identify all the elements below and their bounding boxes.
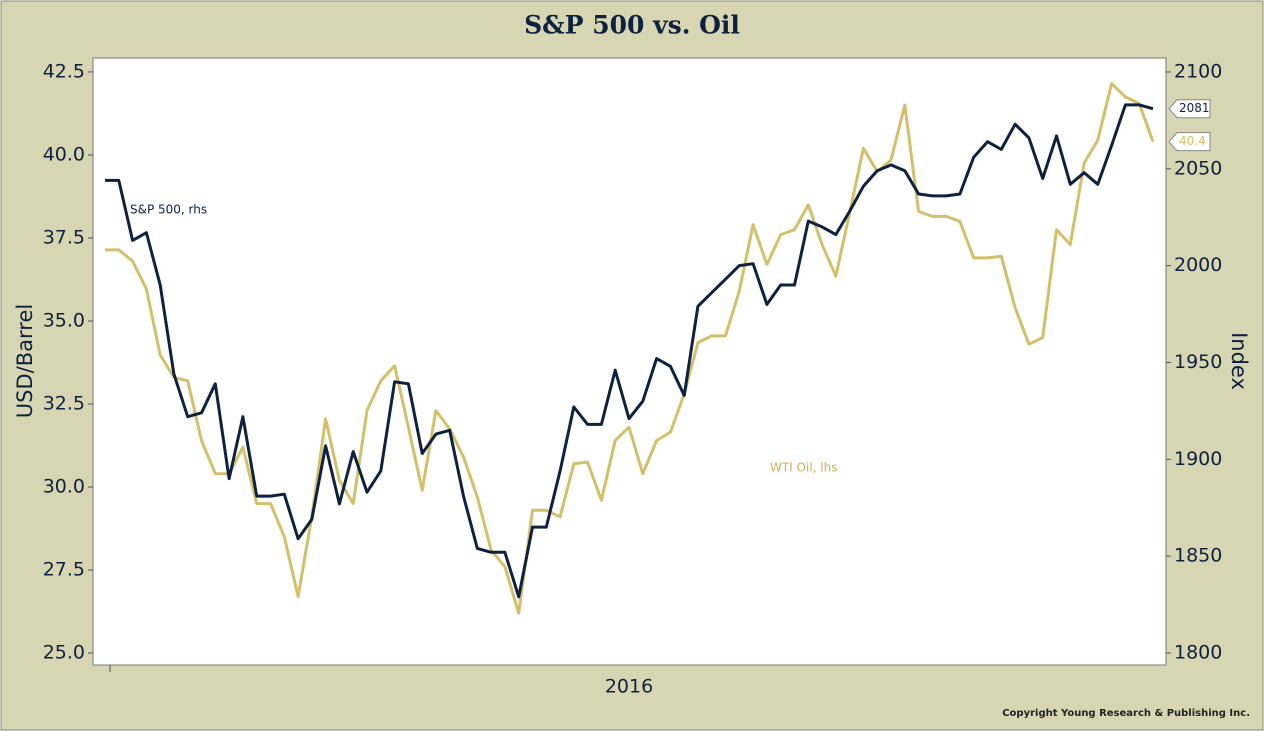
y-tick-label: 37.5 — [43, 226, 85, 248]
series-line — [105, 103, 1154, 599]
y2-axis-label: Index — [1227, 332, 1251, 390]
y-tick-label: 42.5 — [43, 60, 85, 82]
end-flag — [1168, 132, 1211, 152]
y2-tick-label: 1950 — [1174, 351, 1222, 373]
y2-tick-label: 1900 — [1174, 448, 1222, 470]
plot-area — [92, 57, 1167, 666]
annotation: WTI Oil, lhs — [770, 461, 837, 475]
y-tick-label: 30.0 — [43, 476, 85, 498]
y-tick-label: 32.5 — [43, 393, 85, 415]
chart-title: S&P 500 vs. Oil — [524, 11, 740, 40]
y2-tick-label: 2050 — [1174, 157, 1222, 179]
y2-tick-label: 1850 — [1174, 545, 1222, 567]
end-label: 40.4 — [1179, 134, 1206, 148]
y-tick-label: 40.0 — [43, 143, 85, 165]
y2-tick-label: 2000 — [1174, 254, 1222, 276]
y-tick-label: 35.0 — [43, 309, 85, 331]
y-tick-label: 25.0 — [43, 642, 85, 664]
y-tick-label: 27.5 — [43, 559, 85, 581]
y2-tick-label: 2100 — [1174, 60, 1222, 82]
copyright: Copyright Young Research & Publishing In… — [1002, 708, 1250, 719]
annotation: S&P 500, rhs — [130, 203, 207, 217]
x-tick-label: 2016 — [605, 676, 653, 698]
series-line — [105, 82, 1155, 615]
y2-tick-label: 1800 — [1174, 641, 1222, 663]
end-label: 2081 — [1179, 101, 1210, 115]
end-flag — [1168, 99, 1211, 119]
y-axis-label: USD/Barrel — [13, 304, 37, 418]
